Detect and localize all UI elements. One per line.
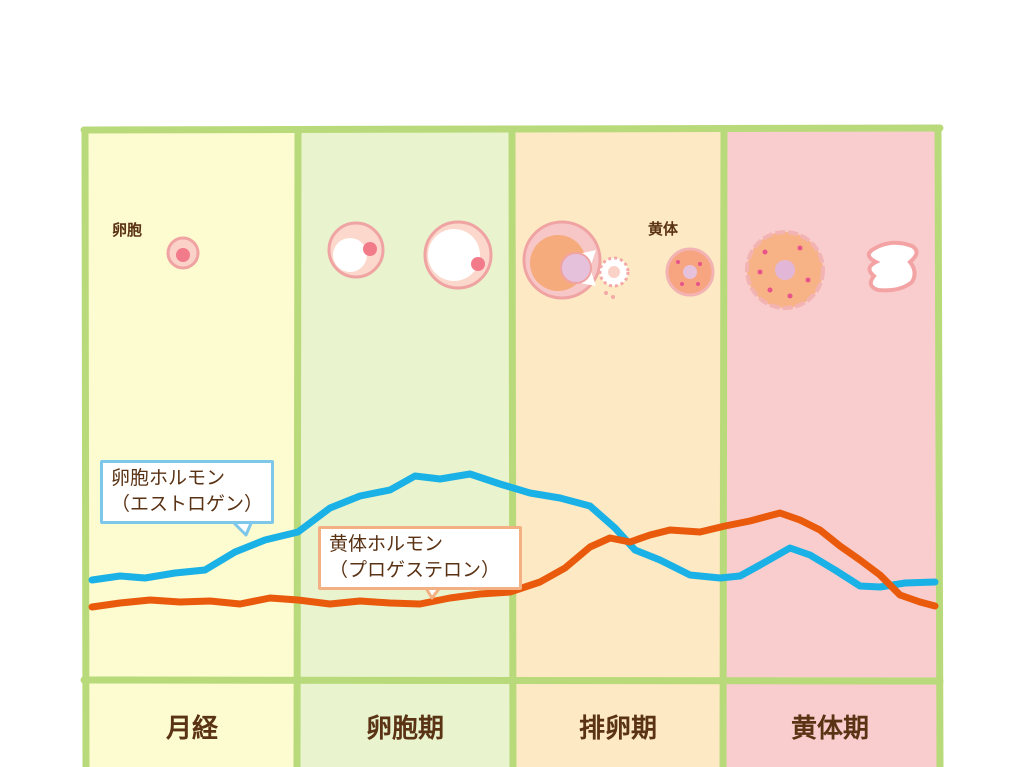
degenerated-corpus-luteum-icon <box>866 240 919 293</box>
estrogen-sublabel: （エストロゲン） <box>111 493 264 515</box>
phase-label-ovulation: 排卵期 <box>578 714 657 744</box>
luteal-phase-panel <box>724 130 938 767</box>
progesterone-label: 黄体ホルモン <box>329 533 444 555</box>
grid-borders <box>80 124 944 767</box>
mature-corpus-luteum-icon <box>745 230 825 310</box>
progesterone-sublabel: （プロゲステロン） <box>329 559 501 581</box>
ovulation-icon <box>522 220 602 300</box>
estrogen-callout: 卵胞ホルモン （エストロゲン） <box>100 460 274 524</box>
phase-label-follicular: 卵胞期 <box>365 714 444 744</box>
phase-label-menstruation: 月経 <box>165 714 218 744</box>
released-egg-icon <box>598 256 630 299</box>
progesterone-curve <box>88 509 939 611</box>
menstrual-phase-panel <box>86 130 298 767</box>
estrogen-curve <box>88 470 939 591</box>
corpus-luteum-icon <box>665 247 715 297</box>
growing-follicle-icon <box>327 221 385 279</box>
corpus-luteum-label: 黄体 <box>648 220 679 238</box>
phase-label-luteal: 黄体期 <box>790 714 869 744</box>
follicular-phase-panel <box>298 130 512 767</box>
follicle-label: 卵胞 <box>112 221 143 239</box>
large-follicle-icon <box>423 220 493 290</box>
estrogen-label: 卵胞ホルモン <box>111 467 226 489</box>
small-follicle-icon <box>166 236 200 270</box>
progesterone-callout: 黄体ホルモン （プロゲステロン） <box>318 526 522 590</box>
